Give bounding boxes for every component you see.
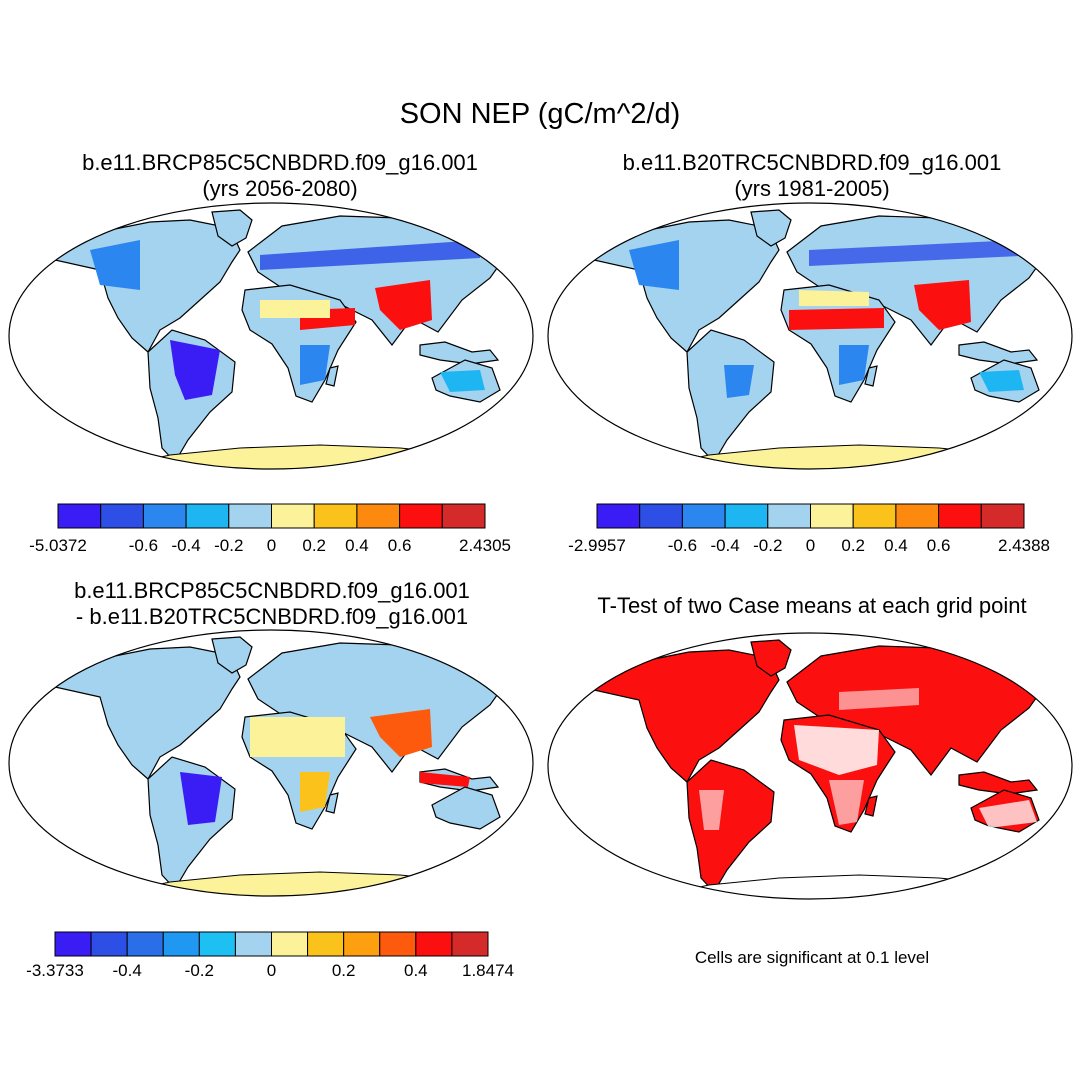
panel4-map [547, 632, 1073, 900]
colorbar-tick-label: -0.4 [710, 536, 740, 555]
colorbar-tick-label: 2.4305 [459, 536, 511, 555]
panel3-colorbar [54, 931, 489, 957]
colorbar-tick-label: -5.0372 [29, 536, 87, 555]
panel1-title-line2: (yrs 2056-2080) [202, 176, 358, 201]
colorbar-tick-label: -2.9957 [568, 536, 626, 555]
colorbar-swatch [343, 931, 381, 957]
colorbar-swatch [234, 931, 273, 957]
colorbar-swatch [57, 503, 102, 529]
colorbar-swatch [142, 503, 187, 529]
panel2-map [547, 202, 1073, 470]
colorbar-tick-label: 0.2 [331, 961, 356, 980]
colorbar-tick-label: -0.2 [184, 961, 214, 980]
figure-title: SON NEP (gC/m^2/d) [399, 98, 681, 130]
panel2-colorbar [596, 503, 1025, 529]
panel1-colorbar [57, 503, 486, 529]
colorbar-tick-label: 0.6 [387, 536, 412, 555]
panel3-map [8, 629, 534, 897]
colorbar-tick-label: 0.2 [841, 536, 866, 555]
colorbar-tick-label: 0.4 [884, 536, 908, 555]
colorbar-tick-label: -0.2 [214, 536, 244, 555]
panel2-title-line2: (yrs 1981-2005) [734, 176, 890, 201]
colorbar-swatch [307, 931, 345, 957]
colorbar-tick-label: -0.4 [112, 961, 142, 980]
colorbar-tick-label: 1.8474 [462, 961, 514, 980]
panel1-title-line1: b.e11.BRCP85C5CNBDRD.f09_g16.001 [82, 150, 478, 175]
panel4-title: T-Test of two Case means at each grid po… [597, 593, 1027, 618]
colorbar-swatch [162, 931, 200, 957]
colorbar-swatch [100, 503, 144, 529]
colorbar-swatch [271, 503, 315, 529]
colorbar-swatch [356, 503, 401, 529]
colorbar-swatch [596, 503, 641, 529]
colorbar-tick-label: -0.2 [753, 536, 783, 555]
colorbar-swatch [228, 503, 273, 529]
colorbar-swatch [271, 931, 309, 957]
colorbar-tick-label: 0.6 [926, 536, 951, 555]
colorbar-swatch [126, 931, 164, 957]
colorbar-swatch [639, 503, 683, 529]
colorbar-tick-label: 0.4 [345, 536, 369, 555]
colorbar-swatch [767, 503, 811, 529]
colorbar-swatch [980, 503, 1025, 529]
colorbar-swatch [852, 503, 897, 529]
panel2-title-line1: b.e11.B20TRC5CNBDRD.f09_g16.001 [622, 150, 1002, 175]
colorbar-swatch [90, 931, 128, 957]
colorbar-swatch [415, 931, 453, 957]
colorbar-swatch [895, 503, 940, 529]
colorbar-tick-label: -0.4 [171, 536, 201, 555]
colorbar-tick-label: 0 [266, 536, 277, 555]
colorbar-tick-label: 0.4 [404, 961, 428, 980]
colorbar-swatch [379, 931, 417, 957]
colorbar-tick-label: 0.2 [302, 536, 327, 555]
colorbar-swatch [810, 503, 854, 529]
colorbar-swatch [681, 503, 726, 529]
colorbar-swatch [185, 503, 230, 529]
significance-note: Cells are significant at 0.1 level [694, 948, 930, 967]
colorbar-swatch [451, 931, 489, 957]
colorbar-tick-label: -0.6 [128, 536, 159, 555]
colorbar-swatch [54, 931, 92, 957]
colorbar-tick-label: 2.4388 [998, 536, 1050, 555]
colorbar-swatch [724, 503, 769, 529]
colorbar-tick-label: -3.3733 [26, 961, 84, 980]
colorbar-tick-label: 0 [805, 536, 816, 555]
colorbar-swatch [198, 931, 236, 957]
colorbar-swatch [938, 503, 982, 529]
colorbar-swatch [313, 503, 358, 529]
colorbar-tick-label: -0.6 [667, 536, 698, 555]
panel3-title-line2: - b.e11.B20TRC5CNBDRD.f09_g16.001 [75, 604, 469, 629]
panel1-map [8, 202, 534, 470]
colorbar-tick-label: 0 [266, 961, 277, 980]
panel3-title-line1: b.e11.BRCP85C5CNBDRD.f09_g16.001 [74, 578, 470, 603]
colorbar-swatch [399, 503, 443, 529]
colorbar-swatch [441, 503, 486, 529]
